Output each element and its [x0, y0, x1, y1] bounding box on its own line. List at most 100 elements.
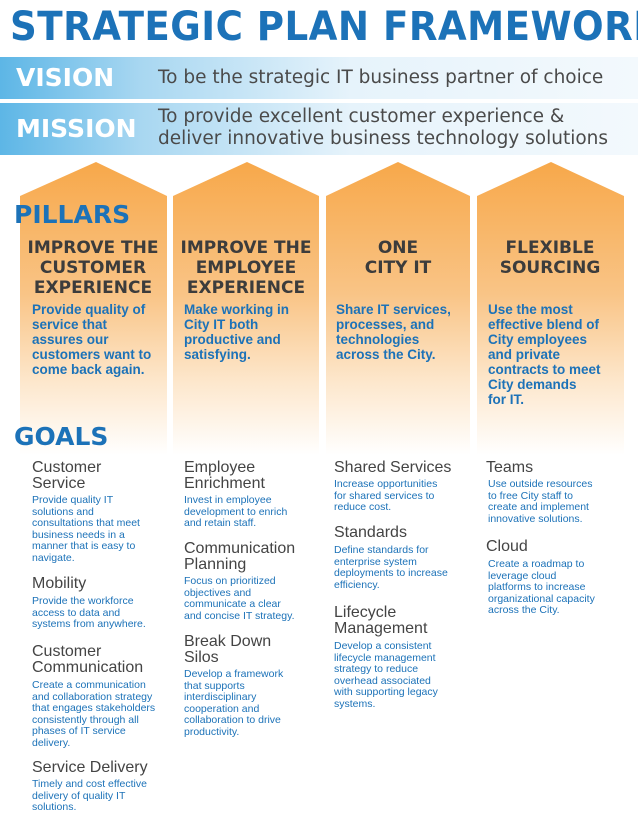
goal-desc-line: manner that is easy to: [32, 540, 136, 552]
pillar-title-line: SOURCING: [499, 258, 601, 278]
goal-title-line: Management: [334, 620, 428, 637]
goal-desc-line: reduce cost.: [334, 501, 392, 513]
goal-title-line: Shared Services: [334, 459, 452, 476]
pillar-desc-line: productive and: [184, 332, 281, 347]
goal-title-line: Lifecycle: [334, 604, 397, 621]
goal-desc-line: that engages stakeholders: [32, 702, 156, 714]
goal-desc-line: solutions and: [32, 505, 94, 518]
goal-title-standards: Standards: [334, 525, 407, 541]
pillar-desc-line: effective blend of: [488, 317, 600, 332]
goal-title-line: Customer: [32, 459, 102, 476]
goal-desc-line: Provide quality IT: [32, 494, 114, 506]
mission-text-line1: To provide excellent customer experience…: [158, 106, 565, 127]
goal-desc-line: enterprise system: [334, 555, 417, 568]
pillar-desc-one-city-it: Share IT services, processes, and techno…: [336, 302, 451, 362]
goal-desc-line: Focus on prioritized: [184, 575, 276, 587]
goal-title-line: Employee: [184, 459, 256, 476]
goal-title-service-delivery: Service Delivery: [32, 760, 148, 776]
pillar-desc-line: Make working in: [184, 302, 290, 317]
goal-title-customer-service: Customer Service: [32, 460, 101, 492]
goal-desc-line: consultations that meet: [32, 517, 140, 529]
goal-title-break-down-silos: Break Down Silos: [184, 634, 271, 666]
goal-desc-line: platforms to increase: [488, 581, 586, 593]
mission-band: MISSION To provide excellent customer ex…: [0, 103, 638, 155]
goal-desc-line: Define standards for: [334, 544, 429, 556]
goal-desc-line: for shared services to: [334, 489, 435, 502]
pillar-arrow-4: [477, 162, 624, 455]
goal-title-line: Customer: [32, 643, 102, 660]
goal-title-line: Cloud: [486, 538, 528, 555]
goal-desc-line: Develop a consistent: [334, 640, 432, 652]
pillar-desc-line: satisfying.: [184, 347, 251, 362]
goal-desc-line: lifecycle management: [334, 651, 436, 664]
goal-desc-line: deployments to increase: [334, 567, 448, 579]
pillar-desc-line: City demands: [488, 377, 577, 392]
vision-label: VISION: [16, 63, 115, 92]
pillar-title-flexible-sourcing: FLEXIBLE SOURCING: [475, 238, 625, 278]
pillar-desc-employee-experience: Make working in City IT both productive …: [184, 302, 289, 362]
goal-desc-line: Timely and cost effective: [32, 778, 147, 790]
goal-title-line: Enrichment: [184, 475, 265, 492]
goal-desc-line: consistently through all: [32, 713, 139, 726]
goal-desc-line: solutions.: [32, 801, 77, 813]
goal-desc-line: and concise IT strategy.: [184, 609, 295, 622]
goal-title-employee-enrichment: Employee Enrichment: [184, 460, 265, 492]
goal-desc-line: and collaboration strategy: [32, 690, 153, 703]
goal-desc-teams: Use outside resources to free City staff…: [488, 478, 592, 525]
goal-desc-line: navigate.: [32, 551, 75, 564]
goal-desc-line: collaboration to drive: [184, 714, 281, 726]
pillar-title-line: CUSTOMER: [39, 258, 147, 278]
goal-desc-shared-services: Increase opportunities for shared servic…: [334, 478, 437, 514]
pillar-title-line: FLEXIBLE: [505, 238, 595, 258]
pillar-desc-line: City employees: [488, 332, 588, 347]
goal-desc-standards: Define standards for enterprise system d…: [334, 544, 448, 591]
goal-title-lifecycle-management: Lifecycle Management: [334, 605, 427, 637]
pillar-arrow-2: [173, 162, 319, 455]
goal-desc-line: objectives and: [184, 586, 252, 599]
goal-desc-line: innovative solutions.: [488, 512, 583, 525]
goal-title-teams: Teams: [486, 460, 533, 476]
goal-title-line: Standards: [334, 524, 407, 541]
pillar-desc-line: Provide quality of: [32, 302, 146, 317]
pillar-desc-line: and private: [488, 347, 561, 362]
goal-desc-line: create and implement: [488, 501, 589, 513]
goal-desc-line: development to enrich: [184, 505, 288, 518]
goal-desc-line: strategy to reduce: [334, 663, 419, 675]
pillar-desc-line: customers want to: [32, 347, 152, 362]
goal-title-line: Silos: [184, 649, 219, 666]
pillar-title-line: EMPLOYEE: [195, 258, 297, 278]
pillar-desc-line: service that: [32, 317, 108, 332]
page-title: STRATEGIC PLAN FRAMEWORK: [10, 4, 638, 50]
goal-title-line: Service Delivery: [32, 759, 148, 776]
pillar-title-line: EXPERIENCE: [33, 278, 153, 298]
pillar-arrow-1: [20, 162, 167, 455]
pillar-desc-flexible-sourcing: Use the most effective blend of City emp…: [488, 302, 601, 407]
pillar-desc-line: contracts to meet: [488, 362, 601, 377]
goal-desc-line: that supports: [184, 679, 245, 692]
pillar-desc-customer-experience: Provide quality of service that assures …: [32, 302, 151, 377]
goal-title-shared-services: Shared Services: [334, 460, 451, 476]
goal-desc-line: Invest in employee: [184, 494, 272, 506]
goal-desc-line: communicate a clear: [184, 598, 281, 610]
goal-desc-line: and retain staff.: [184, 517, 257, 529]
goal-desc-lifecycle-management: Develop a consistent lifecycle managemen…: [334, 640, 438, 710]
goal-title-line: Mobility: [32, 575, 87, 592]
goal-title-line: Planning: [184, 556, 247, 573]
goal-desc-customer-communication: Create a communication and collaboration…: [32, 679, 156, 749]
pillar-title-line: IMPROVE THE: [27, 238, 159, 258]
pillar-desc-line: Share IT services,: [336, 302, 451, 317]
goal-desc-line: to free City staff to: [488, 489, 574, 502]
pillar-title-employee-experience: IMPROVE THE EMPLOYEE EXPERIENCE: [171, 238, 321, 298]
pillar-title-line: IMPROVE THE: [180, 238, 312, 258]
mission-text-line2: deliver innovative business technology s…: [158, 128, 609, 149]
pillar-title-one-city-it: ONE CITY IT: [323, 238, 473, 278]
mission-label: MISSION: [16, 114, 137, 143]
vision-band: VISION To be the strategic IT business p…: [0, 57, 638, 99]
goal-desc-line: overhead associated: [334, 674, 431, 687]
goal-desc-mobility: Provide the workforce access to data and…: [32, 595, 146, 631]
goal-desc-service-delivery: Timely and cost effective delivery of qu…: [32, 778, 147, 814]
goal-desc-break-down-silos: Develop a framework that supports interd…: [184, 668, 283, 738]
goal-desc-line: efficiency.: [334, 578, 380, 591]
goal-desc-line: leverage cloud: [488, 569, 557, 582]
